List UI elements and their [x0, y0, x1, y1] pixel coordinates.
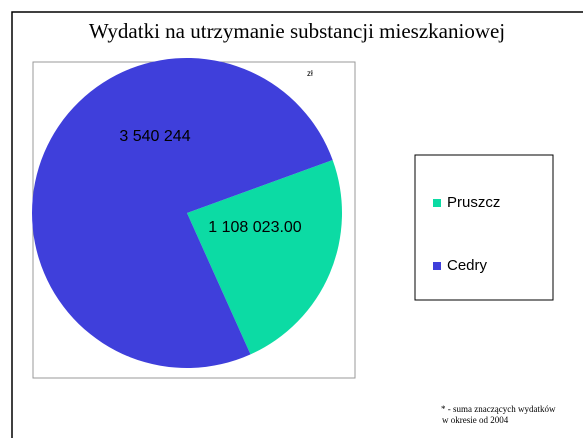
pie-slice [187, 159, 342, 355]
legend-label: Pruszcz [447, 194, 500, 211]
data-label: 1 108 023.00 [208, 219, 302, 236]
legend-box [414, 154, 554, 301]
data-label: 3 540 244 [119, 128, 190, 145]
pie-slice [31, 58, 333, 369]
footnote: w okresie od 2004 [442, 415, 509, 425]
unit-label: zł [307, 69, 313, 78]
footnote: * - suma znaczących wydatków [441, 404, 556, 414]
legend-label: Cedry [447, 257, 488, 274]
chart-title: Wydatki na utrzymanie substancji mieszka… [89, 19, 505, 43]
legend-swatch [433, 199, 441, 207]
legend-swatch [433, 262, 441, 270]
